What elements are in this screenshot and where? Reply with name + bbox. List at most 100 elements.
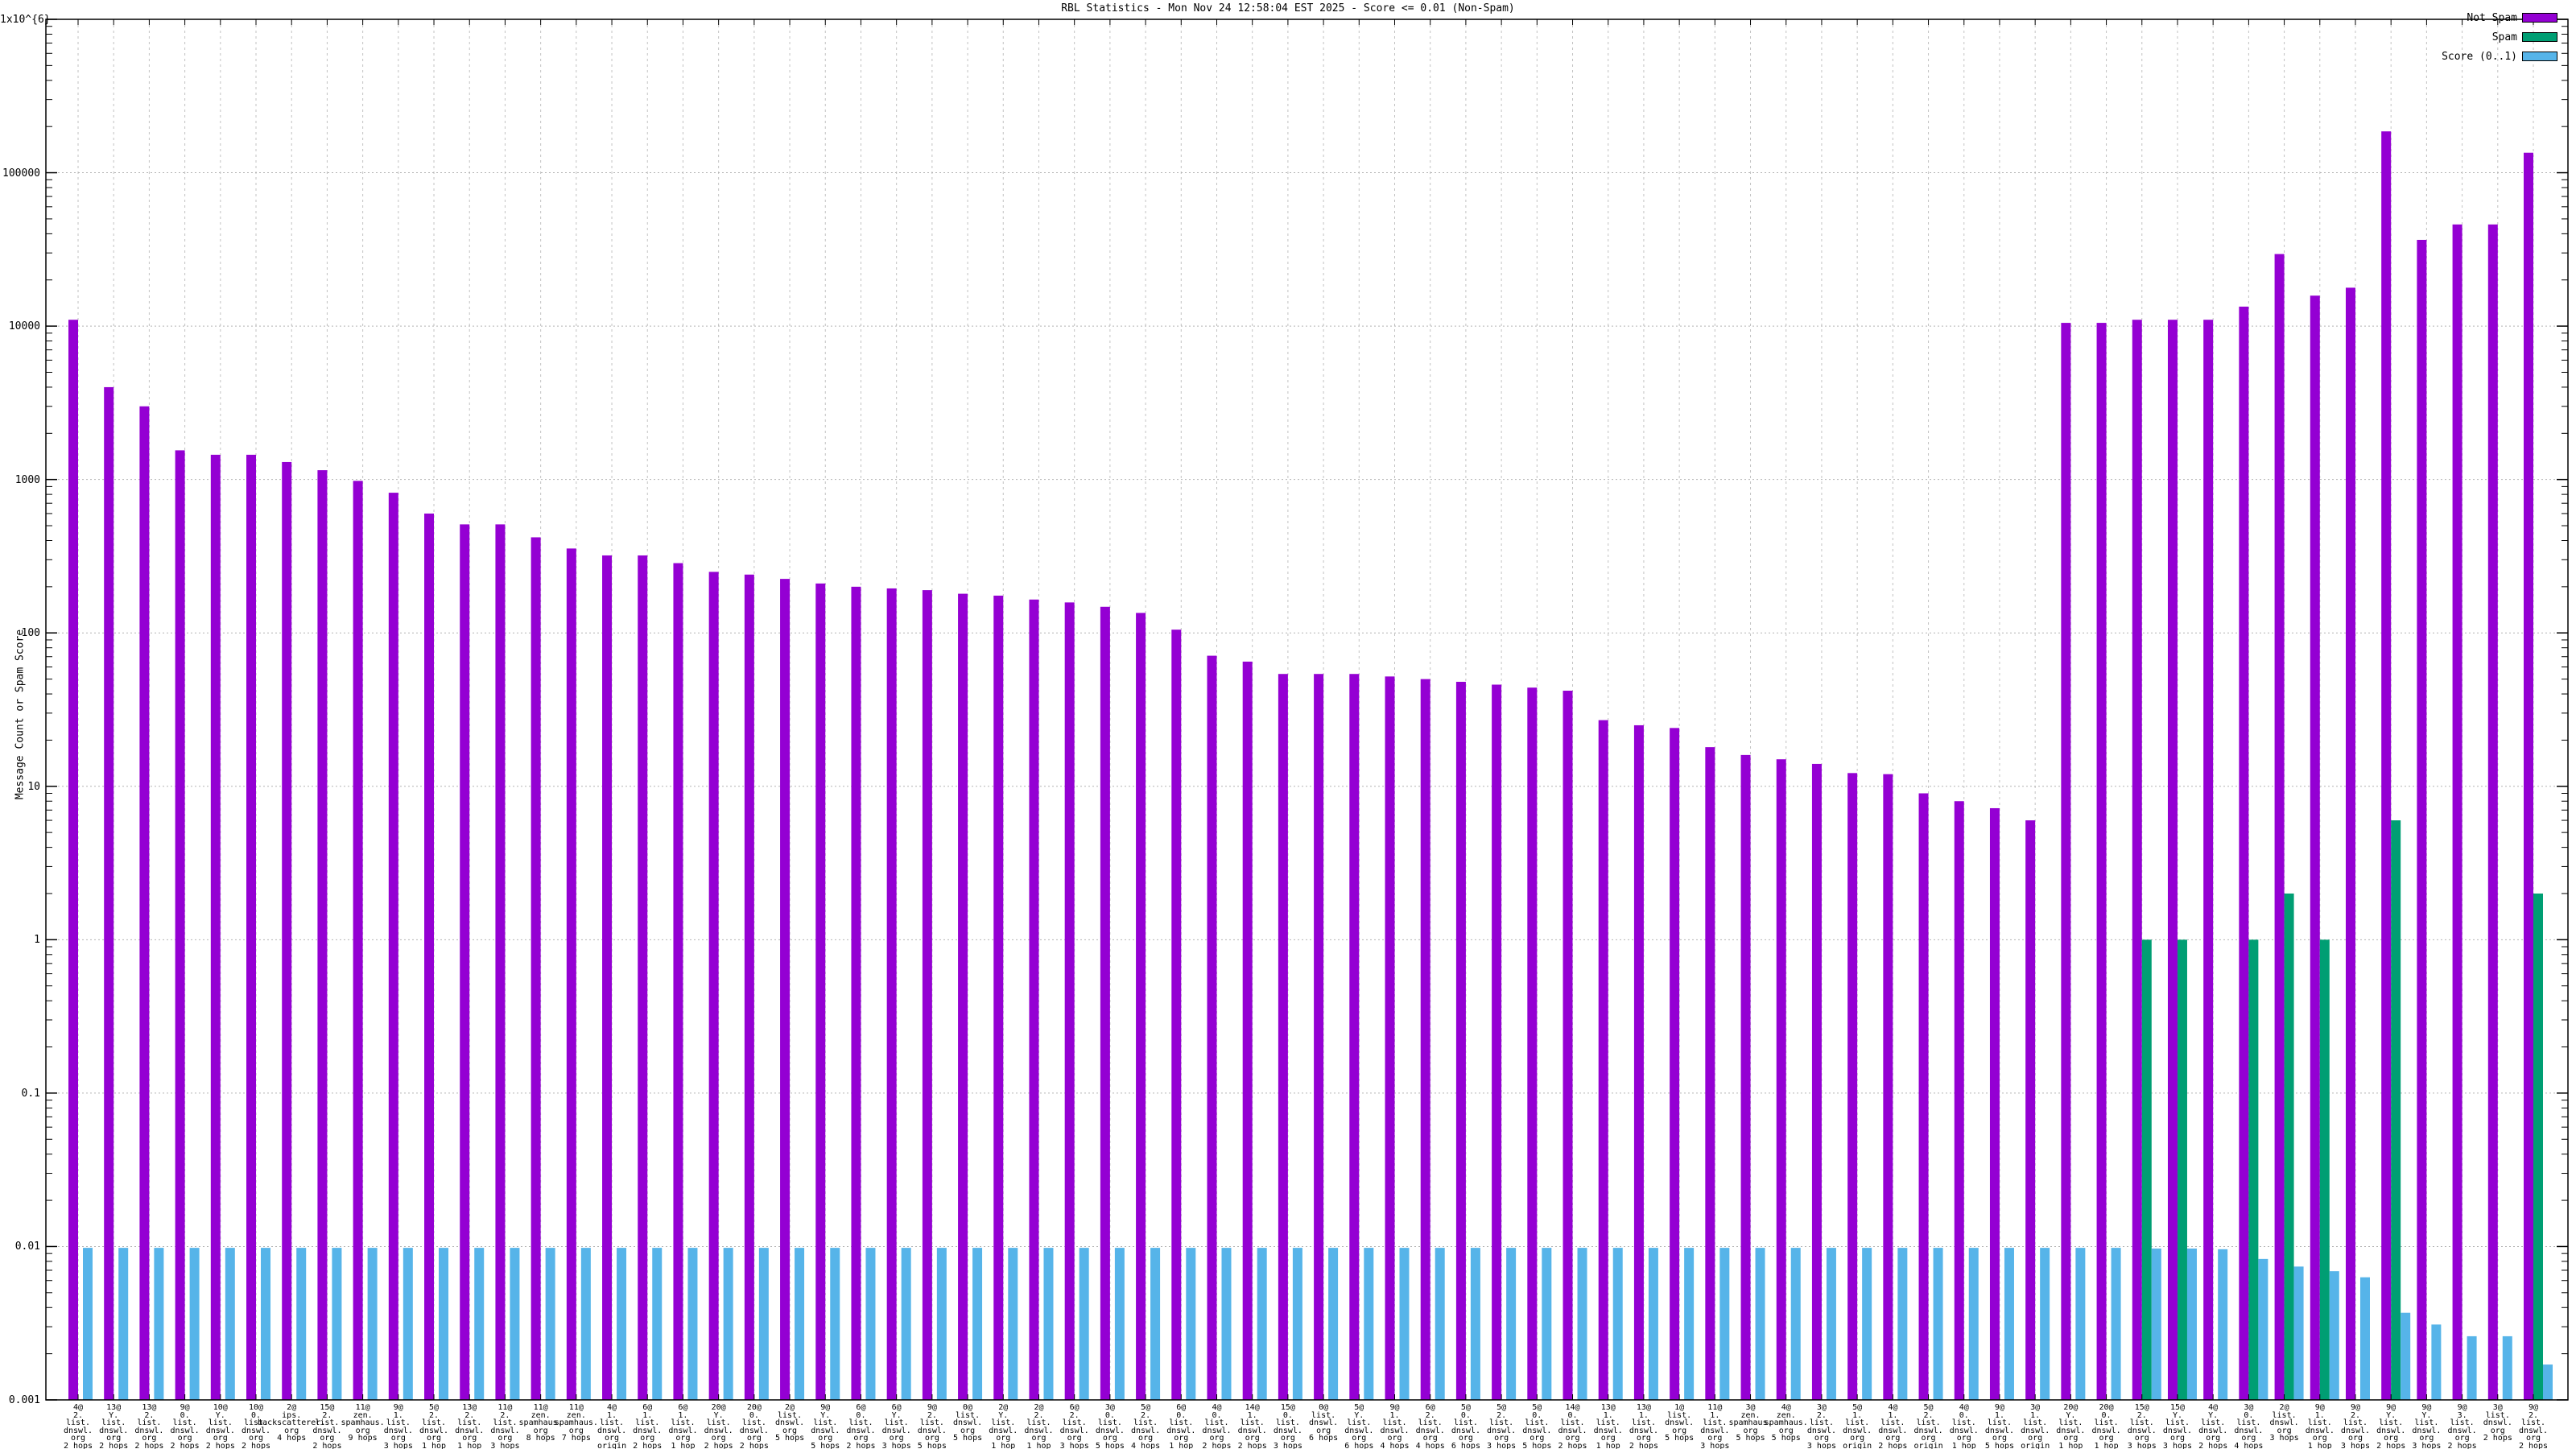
bar-not-spam bbox=[2417, 239, 2427, 1400]
bar-score bbox=[332, 1248, 342, 1400]
bar-score bbox=[1079, 1248, 1089, 1400]
legend-label: Not Spam bbox=[2467, 11, 2517, 24]
legend-item-score: Score (0..1) bbox=[2388, 51, 2557, 63]
x-axis-label: 3@ 0. list. dnswl. org 4 hops bbox=[2234, 1403, 2264, 1449]
x-axis-label: 15@ 2. list. dnswl. org 3 hops bbox=[2127, 1403, 2157, 1449]
bar-score bbox=[1008, 1248, 1018, 1400]
bar-not-spam bbox=[353, 481, 363, 1400]
bar-not-spam bbox=[1064, 602, 1075, 1400]
bar-score bbox=[1719, 1248, 1730, 1400]
bar-spam bbox=[2533, 893, 2543, 1400]
bar-score bbox=[2004, 1248, 2014, 1400]
bar-score bbox=[83, 1248, 93, 1400]
bar-score bbox=[1684, 1248, 1695, 1400]
y-tick-label: 100000 bbox=[2, 167, 40, 180]
x-axis-label: 13@ 1. list. dnswl. org 2 hops bbox=[1629, 1403, 1658, 1449]
bar-not-spam bbox=[2025, 820, 2036, 1400]
y-tick-label: 100 bbox=[21, 627, 40, 640]
bar-score bbox=[2329, 1271, 2339, 1400]
bar-not-spam bbox=[708, 572, 719, 1400]
x-axis-label: 6@ 0. list. dnswl. org 1 hop bbox=[1166, 1403, 1196, 1449]
x-axis-label: 9@ 0. list. dnswl. org 2 hops bbox=[170, 1403, 200, 1449]
bar-score bbox=[2075, 1248, 2086, 1400]
bar-not-spam bbox=[1455, 681, 1466, 1400]
x-axis-label: 2@ 2. list. dnswl. org 1 hop bbox=[1024, 1403, 1054, 1449]
x-axis-label: 15@ Y. list. dnswl. org 3 hops bbox=[2162, 1403, 2193, 1449]
bar-not-spam bbox=[2381, 131, 2392, 1400]
bar-score bbox=[2040, 1248, 2050, 1400]
bar-not-spam bbox=[1349, 674, 1360, 1400]
bar-score bbox=[2467, 1335, 2477, 1400]
x-axis-label: 11@ zen. spamhaus. org 8 hops bbox=[518, 1403, 563, 1443]
x-axis-label: 13@ 2. list. dnswl. org 2 hops bbox=[134, 1403, 164, 1449]
y-tick-label: 0.01 bbox=[14, 1241, 40, 1253]
bar-spam bbox=[2177, 939, 2187, 1400]
bar-not-spam bbox=[1420, 679, 1430, 1400]
bar-score bbox=[154, 1248, 164, 1400]
bar-not-spam bbox=[2274, 254, 2285, 1400]
bar-score bbox=[972, 1248, 983, 1400]
x-axis-label: 3@ 1. list. dnswl. org origin bbox=[2021, 1403, 2050, 1449]
bar-score bbox=[1292, 1248, 1302, 1400]
bar-not-spam bbox=[922, 590, 932, 1400]
bar-not-spam bbox=[2524, 152, 2533, 1400]
x-axis-label: 11@ 2. list. dnswl. org 3 hops bbox=[490, 1403, 520, 1449]
x-axis-label: 14@ 0. list. dnswl. org 2 hops bbox=[1558, 1403, 1587, 1449]
bar-not-spam bbox=[1492, 684, 1502, 1400]
bar-score bbox=[2502, 1335, 2512, 1400]
x-axis-label: 3@ 2. list. dnswl. org 3 hops bbox=[1806, 1403, 1836, 1449]
x-axis-label: 6@ 2. list. dnswl. org 3 hops bbox=[1059, 1403, 1089, 1449]
x-axis-label: 20@ Y. list. dnswl. org 2 hops bbox=[704, 1403, 733, 1449]
bar-score bbox=[1862, 1248, 1872, 1400]
bar-score bbox=[1968, 1248, 1979, 1400]
x-axis-label: 9@ 1. list. dnswl. org 4 hops bbox=[1380, 1403, 1410, 1449]
bar-not-spam bbox=[851, 586, 861, 1400]
x-axis-label: 6@ 2. list. dnswl. org 4 hops bbox=[1415, 1403, 1445, 1449]
bar-not-spam bbox=[1100, 606, 1110, 1400]
bar-not-spam bbox=[566, 548, 576, 1400]
bar-not-spam bbox=[1242, 661, 1253, 1400]
x-axis-label: 9@ 3. list. dnswl. org 2 hops bbox=[2447, 1403, 2477, 1449]
x-axis-label: 20@ 0. list. dnswl. org 2 hops bbox=[739, 1403, 769, 1449]
bar-score bbox=[758, 1248, 769, 1400]
bar-not-spam bbox=[2061, 323, 2071, 1400]
x-axis-label: 20@ Y. list. dnswl. org 1 hop bbox=[2056, 1403, 2086, 1449]
x-axis-label: 5@ 2. list. dnswl. org 3 hops bbox=[1487, 1403, 1517, 1449]
bar-score bbox=[1435, 1248, 1445, 1400]
legend-item-spam: Spam bbox=[2388, 31, 2557, 43]
bar-score bbox=[402, 1248, 413, 1400]
x-axis-label: 6@ 1. list. dnswl. org 2 hops bbox=[633, 1403, 663, 1449]
bar-not-spam bbox=[2132, 320, 2142, 1400]
x-axis-label: 10@ 0. list. dnswl. org 2 hops bbox=[241, 1403, 271, 1449]
bar-not-spam bbox=[210, 454, 221, 1400]
x-axis-label: 5@ 1. list. dnswl. org origin bbox=[1843, 1403, 1872, 1449]
x-axis-label: 15@ 0. list. dnswl. org 3 hops bbox=[1273, 1403, 1302, 1449]
bar-not-spam bbox=[460, 524, 470, 1400]
bar-not-spam bbox=[1598, 720, 1608, 1400]
bar-not-spam bbox=[1029, 599, 1039, 1400]
x-axis-label: 4@ 1. list. dnswl. org 2 hops bbox=[1878, 1403, 1908, 1449]
bar-not-spam bbox=[2167, 320, 2178, 1400]
x-axis-label: 9@ Y. list. dnswl. org 2 hops bbox=[2376, 1403, 2406, 1449]
bar-score bbox=[865, 1248, 876, 1400]
bar-score bbox=[2359, 1277, 2370, 1400]
x-axis-label: 3@ zen. spamhaus. org 5 hops bbox=[1728, 1403, 1773, 1443]
bar-not-spam bbox=[1563, 691, 1573, 1400]
bar-not-spam bbox=[638, 555, 648, 1400]
x-axis-label: 11@ zen. spamhaus. org 9 hops bbox=[341, 1403, 385, 1443]
y-tick-label: 0.001 bbox=[8, 1394, 40, 1406]
bar-score bbox=[1790, 1248, 1801, 1400]
bar-score bbox=[2293, 1266, 2304, 1400]
bar-score bbox=[2186, 1248, 2197, 1400]
y-tick-label: 1 bbox=[34, 934, 40, 947]
bar-not-spam bbox=[2203, 320, 2214, 1400]
bar-not-spam bbox=[104, 386, 114, 1400]
x-axis-label: 2@ ips. backscatterer. org 4 hops bbox=[258, 1403, 326, 1443]
bar-score bbox=[439, 1248, 449, 1400]
bar-not-spam bbox=[780, 579, 791, 1400]
bar-score bbox=[1114, 1248, 1125, 1400]
bar-score bbox=[474, 1248, 485, 1400]
x-axis-label: 0@ list. dnswl. org 5 hops bbox=[953, 1403, 983, 1443]
